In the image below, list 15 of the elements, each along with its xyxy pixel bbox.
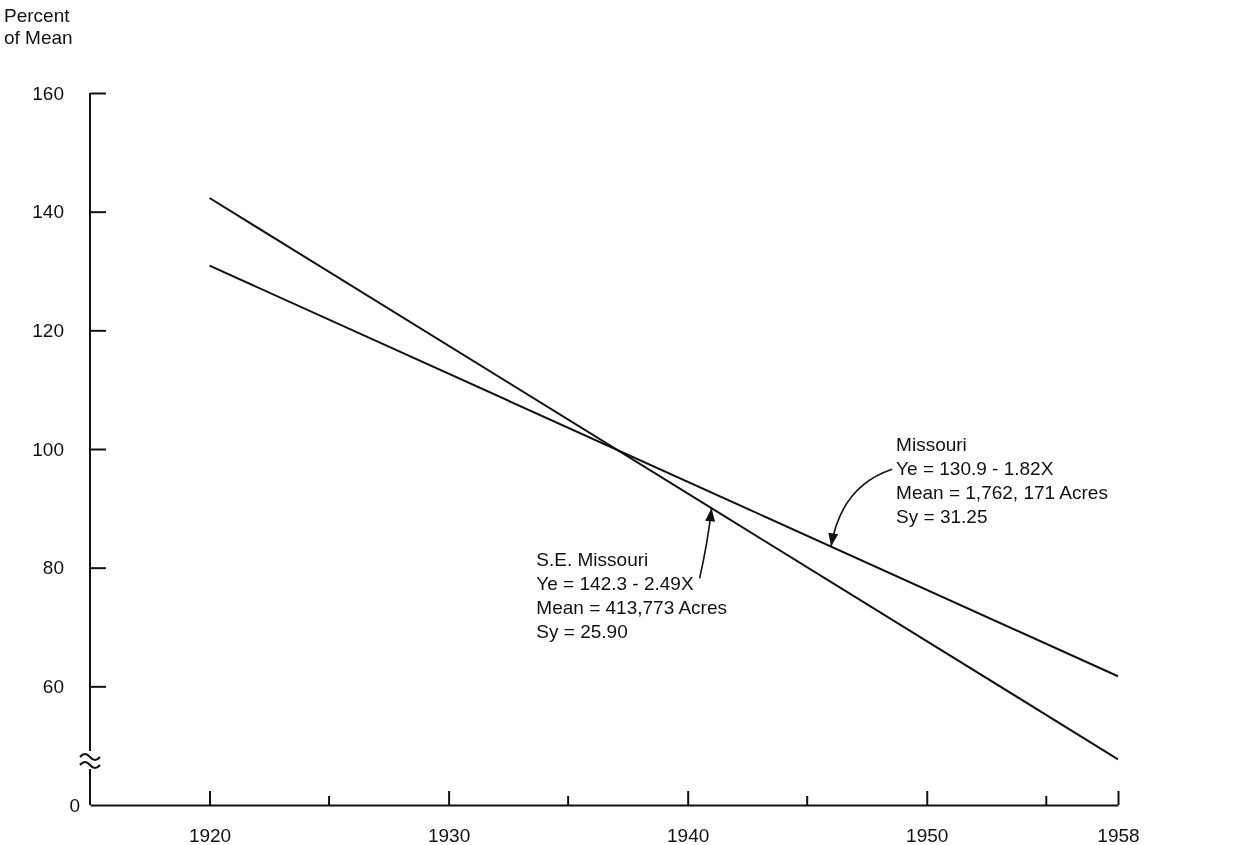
y-tick-label: 140	[32, 201, 64, 223]
y-tick-label: 100	[32, 438, 64, 460]
x-tick-label: 1940	[667, 825, 710, 845]
x-tick-label: 1958	[1097, 825, 1140, 845]
x-tick-label: 1920	[188, 825, 232, 845]
y-tick-label: 60	[42, 675, 64, 697]
y-axis-title: Percent of Mean	[4, 5, 73, 48]
y-tick-label: 160	[32, 82, 64, 104]
annotation: S.E. Missouri Ye = 142.3 - 2.49X Mean = 413,773 Acres Sy = 25.90	[536, 549, 728, 643]
y-tick-label: 80	[42, 557, 64, 579]
x-tick-label: 1950	[906, 825, 949, 845]
y-tick-label: 120	[32, 319, 64, 341]
text: 0	[69, 795, 80, 816]
annotation: Missouri Ye = 130.9 - 1.82X Mean = 1,762, 171 Acres Sy = 31.25	[896, 434, 1108, 528]
x-tick-label: 1930	[427, 825, 471, 845]
